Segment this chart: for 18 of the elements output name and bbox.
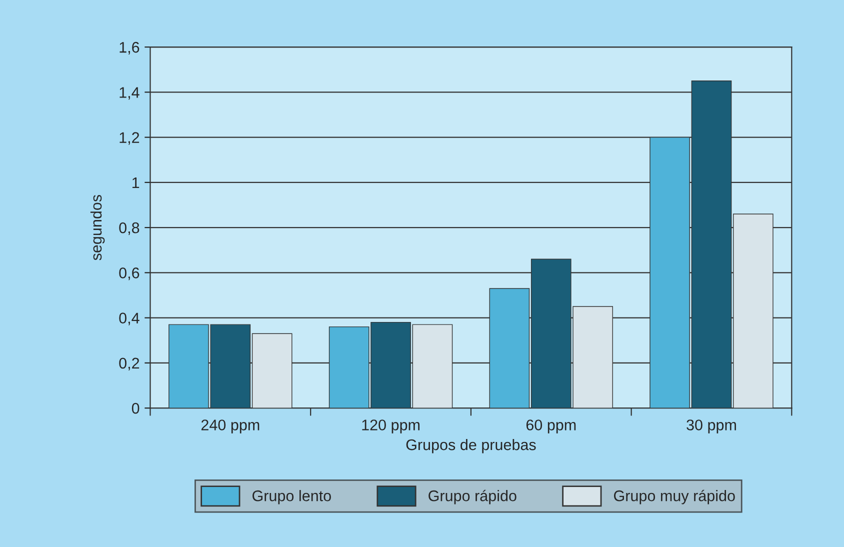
x-tick-label: 120 ppm [362,420,420,434]
y-tick-label: 0,2 [119,358,140,370]
x-axis-title: Grupos de pruebas [406,438,536,454]
x-tick-label: 30 ppm [686,420,736,434]
y-tick-label: 1,2 [120,132,140,145]
legend-label: Grupo muy rápido [614,490,735,504]
y-tick-label: 0,6 [119,268,140,280]
y-axis-title: segundos [90,194,105,260]
x-tick-label: 60 ppm [526,420,576,434]
y-tick-label: 0 [132,402,140,414]
legend-label: Grupo lento [252,490,331,504]
y-tick-label: 0,8 [119,222,140,236]
y-tick-label: 0,4 [119,312,140,326]
y-tick-label: 1,6 [120,42,140,55]
y-tick-label: 1,4 [120,87,140,100]
legend-label: Grupo rápido [428,490,516,504]
x-tick-label: 240 ppm [201,420,260,434]
y-tick-label: 1 [132,177,140,188]
